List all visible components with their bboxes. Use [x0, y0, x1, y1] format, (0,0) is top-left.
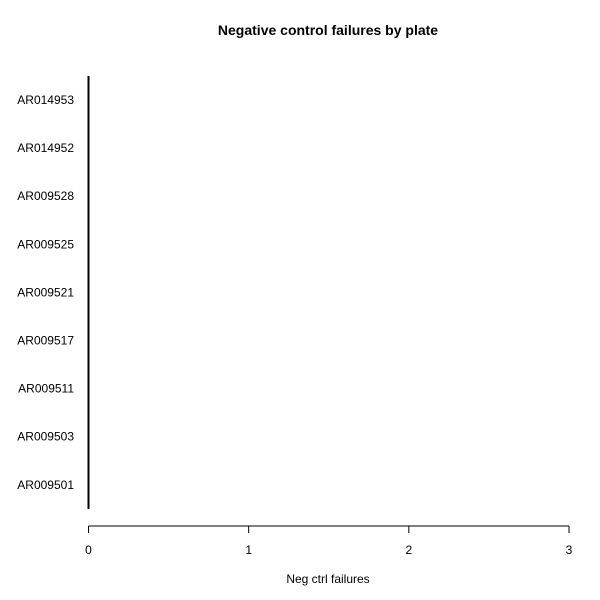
chart-title: Negative control failures by plate: [218, 22, 438, 38]
x-axis: 0 1 2 3: [85, 525, 573, 557]
y-tick-label: AR009511: [18, 382, 74, 396]
x-tick-label: 3: [566, 543, 573, 557]
x-axis-title: Neg ctrl failures: [286, 572, 369, 586]
y-tick-label: AR009528: [17, 189, 74, 203]
y-tick-label: AR009525: [17, 237, 74, 251]
x-tick-label: 0: [85, 543, 92, 557]
y-tick-label: AR014952: [17, 141, 74, 155]
y-tick-label: AR009521: [17, 285, 74, 299]
y-axis-labels: AR014953 AR014952 AR009528 AR009525 AR009521…: [17, 93, 74, 492]
y-tick-label: AR009503: [17, 430, 74, 444]
y-tick-label: AR009501: [17, 478, 74, 492]
x-tick-label: 1: [245, 543, 252, 557]
y-tick-label: AR014953: [17, 93, 74, 107]
x-tick-label: 2: [405, 543, 412, 557]
y-tick-label: AR009517: [17, 334, 74, 348]
